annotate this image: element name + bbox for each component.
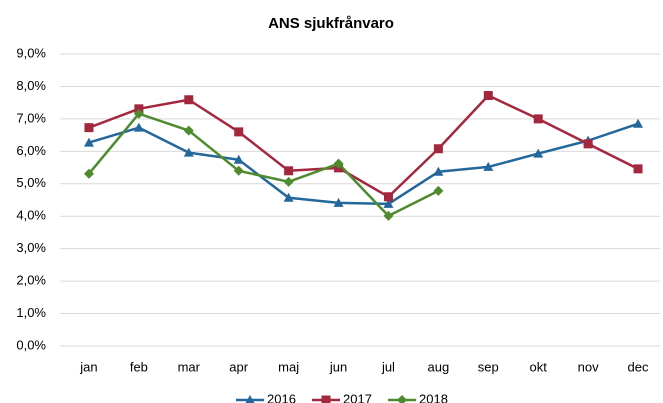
data-point bbox=[383, 198, 394, 208]
series-line bbox=[87, 112, 439, 218]
y-tick-label: 8,0% bbox=[16, 78, 46, 93]
data-point bbox=[233, 165, 244, 176]
x-tick-label: aug bbox=[428, 359, 450, 374]
data-point bbox=[333, 197, 344, 207]
data-point bbox=[133, 108, 144, 119]
data-point bbox=[83, 137, 94, 147]
x-tick-label: mar bbox=[178, 359, 201, 374]
y-tick-label: 2,0% bbox=[16, 273, 46, 288]
data-point bbox=[433, 185, 444, 196]
y-tick-label: 1,0% bbox=[16, 305, 46, 320]
y-tick-label: 6,0% bbox=[16, 143, 46, 158]
x-tick-label: sep bbox=[478, 359, 499, 374]
legend-label: 2016 bbox=[267, 391, 296, 403]
legend-label: 2018 bbox=[419, 391, 448, 403]
data-point bbox=[233, 154, 244, 164]
chart-title: ANS sjukfrånvaro bbox=[268, 15, 394, 32]
legend-marker bbox=[321, 395, 331, 403]
x-tick-label: dec bbox=[628, 359, 649, 374]
data-point bbox=[383, 192, 393, 202]
data-point bbox=[234, 127, 244, 137]
data-point bbox=[133, 122, 144, 132]
series-line bbox=[88, 122, 639, 206]
data-point bbox=[283, 192, 294, 202]
data-point bbox=[483, 91, 493, 101]
legend-label: 2017 bbox=[343, 391, 372, 403]
data-point bbox=[84, 123, 94, 133]
y-tick-label: 5,0% bbox=[16, 175, 46, 190]
data-point bbox=[533, 114, 543, 124]
data-point bbox=[83, 168, 94, 179]
series-line bbox=[88, 94, 639, 199]
x-tick-label: okt bbox=[530, 359, 548, 374]
x-tick-label: nov bbox=[578, 359, 599, 374]
y-tick-label: 7,0% bbox=[16, 110, 46, 125]
data-point bbox=[633, 118, 644, 128]
legend-marker bbox=[397, 395, 407, 403]
data-point bbox=[183, 125, 194, 136]
x-tick-label: maj bbox=[278, 359, 299, 374]
data-point bbox=[383, 210, 394, 221]
x-tick-label: apr bbox=[229, 359, 248, 374]
x-tick-label: feb bbox=[130, 359, 148, 374]
data-point bbox=[283, 176, 294, 187]
x-tick-label: jan bbox=[79, 359, 97, 374]
data-point bbox=[433, 144, 443, 154]
y-tick-label: 4,0% bbox=[16, 208, 46, 223]
x-tick-label: jun bbox=[329, 359, 347, 374]
y-tick-label: 0,0% bbox=[16, 337, 46, 352]
x-tick-label: jul bbox=[381, 359, 395, 374]
y-tick-label: 3,0% bbox=[16, 240, 46, 255]
data-point bbox=[433, 166, 444, 176]
legend-marker bbox=[245, 395, 255, 403]
data-point bbox=[483, 161, 494, 171]
data-point bbox=[583, 139, 593, 149]
data-point bbox=[284, 166, 294, 176]
data-point bbox=[183, 147, 194, 157]
y-tick-label: 9,0% bbox=[16, 45, 46, 60]
data-point bbox=[184, 95, 194, 105]
data-point bbox=[333, 158, 344, 169]
data-point bbox=[633, 164, 643, 174]
data-point bbox=[533, 148, 544, 158]
